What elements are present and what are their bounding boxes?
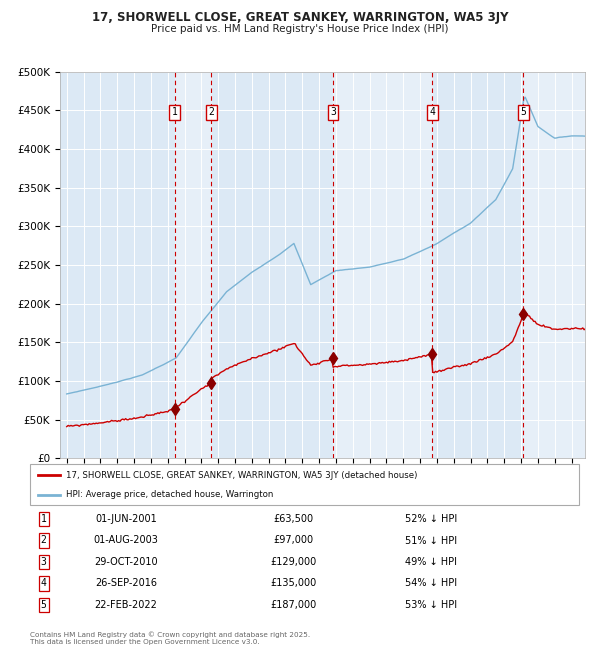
Text: 52% ↓ HPI: 52% ↓ HPI (404, 514, 457, 524)
Text: 26-SEP-2016: 26-SEP-2016 (95, 578, 157, 588)
Text: £63,500: £63,500 (274, 514, 314, 524)
Text: 54% ↓ HPI: 54% ↓ HPI (405, 578, 457, 588)
Text: 29-OCT-2010: 29-OCT-2010 (94, 557, 158, 567)
Text: 1: 1 (41, 514, 47, 524)
Text: 01-AUG-2003: 01-AUG-2003 (94, 536, 158, 545)
Text: 5: 5 (520, 107, 526, 118)
Text: 3: 3 (330, 107, 336, 118)
Text: 5: 5 (41, 600, 47, 610)
Text: 01-JUN-2001: 01-JUN-2001 (95, 514, 157, 524)
Text: £187,000: £187,000 (271, 600, 317, 610)
Text: 49% ↓ HPI: 49% ↓ HPI (405, 557, 457, 567)
Text: £129,000: £129,000 (271, 557, 317, 567)
Text: HPI: Average price, detached house, Warrington: HPI: Average price, detached house, Warr… (65, 490, 273, 499)
Text: £97,000: £97,000 (274, 536, 314, 545)
Text: 1: 1 (172, 107, 178, 118)
Text: 22-FEB-2022: 22-FEB-2022 (95, 600, 158, 610)
Text: Price paid vs. HM Land Registry's House Price Index (HPI): Price paid vs. HM Land Registry's House … (151, 24, 449, 34)
Text: £135,000: £135,000 (271, 578, 317, 588)
Text: 17, SHORWELL CLOSE, GREAT SANKEY, WARRINGTON, WA5 3JY: 17, SHORWELL CLOSE, GREAT SANKEY, WARRIN… (92, 11, 508, 24)
Text: 2: 2 (208, 107, 214, 118)
Text: 17, SHORWELL CLOSE, GREAT SANKEY, WARRINGTON, WA5 3JY (detached house): 17, SHORWELL CLOSE, GREAT SANKEY, WARRIN… (65, 471, 417, 480)
Text: Contains HM Land Registry data © Crown copyright and database right 2025.
This d: Contains HM Land Registry data © Crown c… (30, 631, 310, 645)
Text: 3: 3 (41, 557, 47, 567)
Text: 2: 2 (41, 536, 47, 545)
Bar (523, 72, 585, 458)
Text: 4: 4 (41, 578, 47, 588)
Text: 53% ↓ HPI: 53% ↓ HPI (405, 600, 457, 610)
Text: 4: 4 (430, 107, 436, 118)
FancyBboxPatch shape (30, 464, 579, 505)
Bar (175, 72, 211, 458)
Bar (333, 72, 433, 458)
Text: 51% ↓ HPI: 51% ↓ HPI (405, 536, 457, 545)
